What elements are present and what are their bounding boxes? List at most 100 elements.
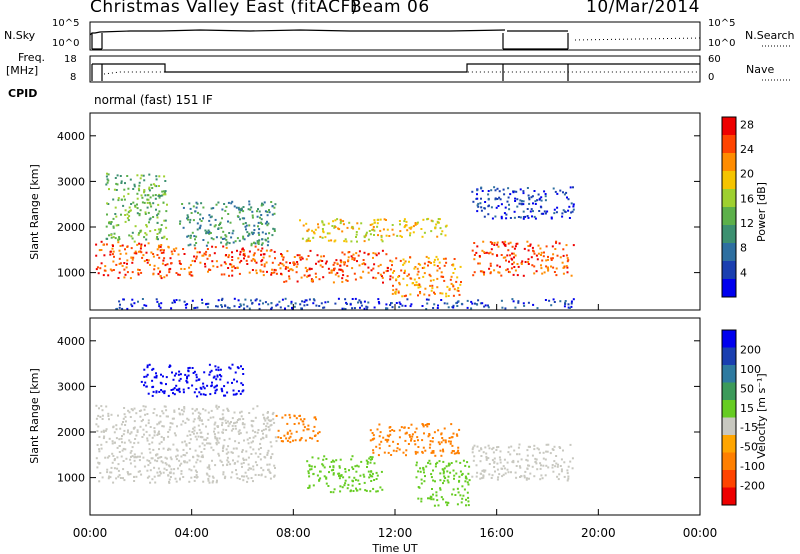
power-cell: [562, 272, 565, 275]
velocity-colorbar-tick: -200: [740, 480, 765, 493]
velocity-cell: [545, 464, 548, 467]
power-cell: [165, 226, 168, 229]
power-cell: [376, 225, 379, 228]
velocity-cell: [386, 434, 389, 437]
power-cell: [250, 299, 252, 302]
velocity-cell: [187, 418, 190, 421]
velocity-cell: [423, 480, 426, 483]
power-cell: [307, 255, 310, 257]
power-cell: [420, 228, 423, 230]
power-cell: [220, 241, 223, 244]
velocity-cell: [156, 423, 159, 426]
velocity-cell: [129, 432, 132, 435]
velocity-cell: [168, 364, 171, 367]
velocity-cell: [455, 433, 458, 436]
power-cell: [552, 266, 555, 269]
power-cell: [287, 305, 290, 308]
power-cell: [138, 232, 141, 235]
power-cell: [550, 216, 553, 219]
power-cell: [519, 199, 522, 202]
power-cell: [349, 303, 352, 306]
power-cell: [498, 190, 501, 193]
velocity-cell: [95, 457, 98, 460]
power-cell: [345, 301, 348, 304]
power-cell: [123, 195, 125, 198]
power-cell: [508, 208, 511, 211]
velocity-cell: [233, 462, 236, 465]
velocity-cell: [442, 448, 444, 451]
velocity-cell: [368, 476, 371, 479]
power-cell: [242, 303, 245, 306]
power-cell: [500, 299, 503, 302]
velocity-cell: [502, 465, 505, 468]
power-cell: [353, 259, 356, 261]
velocity-cell: [215, 443, 218, 446]
velocity-cell: [501, 475, 504, 478]
power-cell: [402, 263, 405, 266]
power-cell: [128, 234, 131, 237]
velocity-colorbar-swatch: [722, 330, 736, 348]
power-cell: [302, 224, 305, 227]
velocity-cell: [163, 467, 166, 470]
power-cell: [118, 257, 121, 260]
velocity-cell: [191, 384, 194, 387]
velocity-cell: [118, 474, 121, 477]
power-cell: [503, 244, 506, 247]
power-cell: [408, 260, 410, 263]
power-cell: [366, 306, 369, 309]
power-cell: [239, 209, 242, 212]
velocity-cell: [225, 422, 228, 424]
velocity-cell: [227, 410, 230, 412]
power-cell: [204, 265, 207, 268]
velocity-cell: [390, 454, 393, 456]
power-cell: [243, 307, 246, 310]
power-cell: [309, 249, 312, 252]
power-cell: [153, 268, 156, 271]
power-cell: [254, 299, 257, 302]
power-cell: [147, 242, 150, 245]
velocity-cell: [97, 461, 100, 464]
velocity-cell: [338, 477, 341, 480]
power-cell: [200, 202, 203, 205]
velocity-cell: [436, 499, 439, 502]
power-cell: [234, 267, 237, 270]
power-cell: [389, 304, 392, 306]
power-cell: [355, 231, 358, 233]
velocity-cell: [102, 429, 105, 432]
power-cell: [143, 191, 145, 194]
power-cell: [429, 275, 432, 278]
power-cell: [107, 274, 110, 277]
power-cell: [473, 254, 476, 256]
power-cell: [140, 174, 143, 177]
power-cell: [374, 252, 377, 255]
velocity-cell: [378, 423, 381, 426]
velocity-cell: [379, 486, 382, 489]
velocity-cell: [159, 415, 162, 418]
velocity-cell: [207, 418, 210, 421]
power-cell: [532, 303, 535, 306]
power-cell: [395, 257, 398, 260]
power-cell: [555, 211, 558, 214]
velocity-cell: [289, 429, 292, 432]
power-cell: [293, 256, 296, 258]
velocity-cell: [516, 453, 518, 456]
velocity-cell: [496, 446, 498, 449]
power-cell: [483, 305, 486, 308]
velocity-cell: [327, 485, 330, 487]
power-cell: [129, 178, 132, 181]
power-cell: [237, 257, 240, 260]
velocity-colorbar-tick: -50: [740, 441, 758, 454]
velocity-cell: [240, 410, 243, 413]
velocity-cell: [242, 459, 245, 461]
power-cell: [99, 267, 102, 270]
power-cell: [379, 263, 382, 266]
power-cell: [248, 203, 251, 206]
velocity-cell: [108, 437, 111, 440]
power-cell: [409, 277, 412, 280]
power-cell: [432, 307, 435, 309]
velocity-cell: [404, 439, 407, 442]
power-cell: [435, 255, 438, 258]
power-cell: [243, 254, 246, 257]
velocity-cell: [441, 437, 444, 439]
velocity-cell: [203, 371, 206, 374]
